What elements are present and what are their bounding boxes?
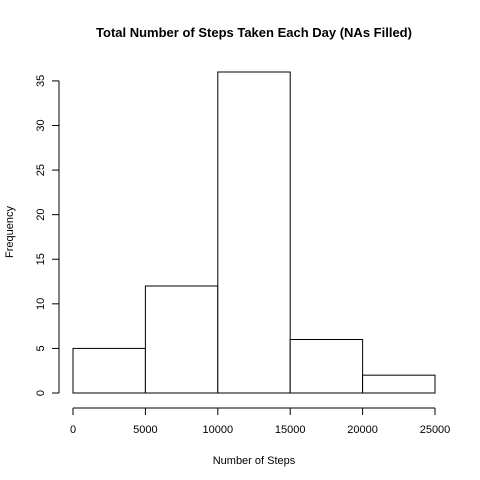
x-tick-label-10000: 10000 (203, 424, 234, 436)
y-tick-label-20: 20 (35, 209, 47, 221)
x-tick-label-0: 0 (70, 424, 76, 436)
y-tick-label-10: 10 (35, 298, 47, 310)
bars-group (72, 71, 436, 394)
histogram-bar-5000-10000 (144, 285, 219, 394)
x-tick-label-5000: 5000 (133, 424, 157, 436)
y-tick-label-35: 35 (35, 75, 47, 87)
y-axis-label: Frequency (4, 206, 16, 258)
x-tick-label-15000: 15000 (275, 424, 306, 436)
y-tick-label-5: 5 (35, 345, 47, 351)
y-tick-label-15: 15 (35, 253, 47, 265)
y-axis: 0 5 10 15 20 25 30 35 (35, 75, 60, 396)
x-tick-label-25000: 25000 (420, 424, 451, 436)
y-tick-label-25: 25 (35, 164, 47, 176)
histogram-bar-0-5000 (72, 347, 146, 394)
y-tick-label-30: 30 (35, 119, 47, 131)
histogram-bar-10000-15000 (217, 71, 291, 394)
histogram-bar-20000-25000 (362, 374, 436, 394)
chart-title: Total Number of Steps Taken Each Day (NA… (96, 25, 412, 40)
x-axis-label: Number of Steps (213, 455, 296, 467)
x-tick-label-20000: 20000 (347, 424, 378, 436)
x-axis: 0 5000 10000 15000 20000 25000 (70, 407, 451, 436)
histogram-bar-15000-20000 (289, 339, 364, 394)
y-tick-label-0: 0 (35, 390, 47, 396)
